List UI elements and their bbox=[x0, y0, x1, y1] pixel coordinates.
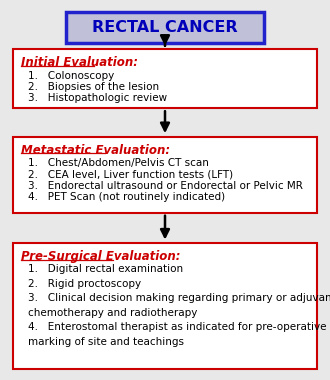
Text: 2.   Biopsies of the lesion: 2. Biopsies of the lesion bbox=[28, 82, 159, 92]
FancyBboxPatch shape bbox=[13, 243, 317, 369]
Text: 4.   PET Scan (not routinely indicated): 4. PET Scan (not routinely indicated) bbox=[28, 192, 225, 202]
Text: 1.   Chest/Abdomen/Pelvis CT scan: 1. Chest/Abdomen/Pelvis CT scan bbox=[28, 158, 209, 168]
FancyBboxPatch shape bbox=[13, 49, 317, 108]
Text: 1.   Colonoscopy: 1. Colonoscopy bbox=[28, 71, 114, 81]
Text: Metastatic Evaluation:: Metastatic Evaluation: bbox=[21, 144, 171, 157]
Text: RECTAL CANCER: RECTAL CANCER bbox=[92, 20, 238, 35]
Text: marking of site and teachings: marking of site and teachings bbox=[28, 337, 184, 347]
FancyBboxPatch shape bbox=[66, 12, 264, 43]
Text: 1.   Digital rectal examination: 1. Digital rectal examination bbox=[28, 264, 183, 274]
Text: 3.   Histopathologic review: 3. Histopathologic review bbox=[28, 93, 167, 103]
Text: chemotherapy and radiotherapy: chemotherapy and radiotherapy bbox=[28, 308, 197, 318]
Text: 3.   Clinical decision making regarding primary or adjuvant: 3. Clinical decision making regarding pr… bbox=[28, 293, 330, 303]
Text: 2.   CEA level, Liver function tests (LFT): 2. CEA level, Liver function tests (LFT) bbox=[28, 169, 233, 179]
Text: Pre-Surgical Evaluation:: Pre-Surgical Evaluation: bbox=[21, 250, 181, 263]
Text: 2.   Rigid proctoscopy: 2. Rigid proctoscopy bbox=[28, 279, 141, 289]
Text: Initial Evaluation:: Initial Evaluation: bbox=[21, 56, 139, 69]
Text: 3.   Endorectal ultrasound or Endorectal or Pelvic MR: 3. Endorectal ultrasound or Endorectal o… bbox=[28, 181, 303, 191]
FancyBboxPatch shape bbox=[13, 137, 317, 213]
Text: 4.   Enterostomal therapist as indicated for pre-operative: 4. Enterostomal therapist as indicated f… bbox=[28, 322, 327, 332]
